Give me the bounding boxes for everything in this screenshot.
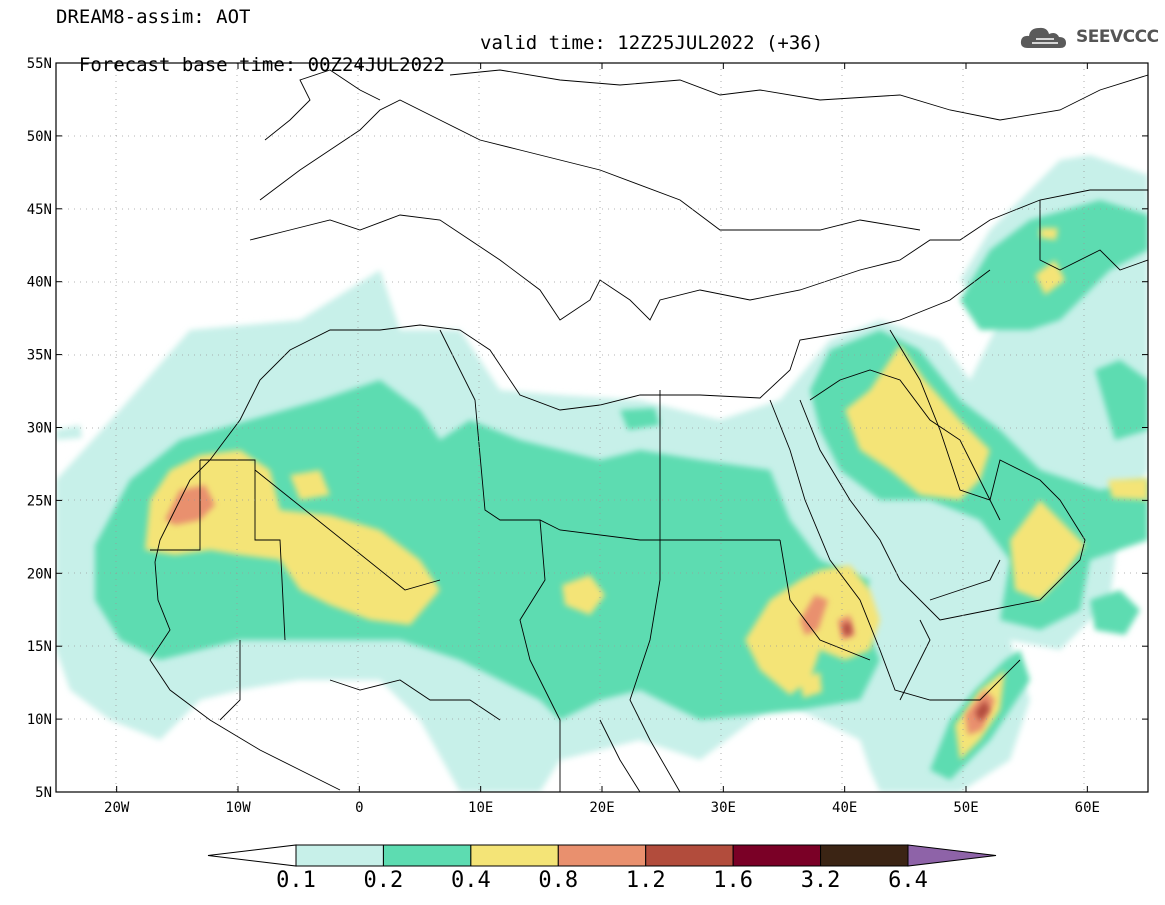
lon-labels: 20W 10W 0 10E 20E 30E 40E 50E 60E [104, 800, 1100, 816]
colorbar-level-label: 1.2 [625, 868, 666, 893]
cloud-icon [1020, 27, 1066, 48]
lon-tick-label: 40E [832, 800, 857, 816]
logo-text: SEEVCCC [1076, 27, 1159, 47]
lon-tick-label: 20W [104, 800, 130, 816]
lat-tick-label: 25N [27, 493, 52, 509]
colorbar-swatch [732, 844, 822, 867]
graticule [56, 63, 1148, 792]
colorbar-swatch [295, 844, 384, 867]
colorbar-level-label: 6.4 [888, 868, 928, 893]
lon-tick-label: 30E [711, 800, 736, 816]
colorbar-level-label: 3.2 [800, 868, 841, 893]
lon-tick-label: 0 [355, 800, 363, 816]
lat-tick-label: 30N [27, 421, 52, 437]
colorbar-level-label: 0.2 [363, 868, 404, 893]
lat-tick-label: 45N [27, 202, 52, 218]
lon-tick-label: 10E [468, 800, 493, 816]
lat-tick-label: 20N [27, 566, 52, 582]
aot-shading [56, 155, 1148, 792]
base-time: Forecast base time: 00Z24JUL2022 [78, 54, 445, 76]
colorbar-swatch [470, 844, 559, 867]
lon-tick-label: 20E [589, 800, 614, 816]
forecast-times: Forecast base time: 00Z24JUL2022 valid t… [56, 32, 823, 98]
lon-tick-label: 60E [1075, 800, 1100, 816]
lon-tick-label: 50E [953, 800, 978, 816]
colorbar [207, 844, 997, 867]
colorbar-level-label: 0.1 [276, 868, 316, 893]
colorbar-level-label: 0.4 [450, 868, 491, 893]
map-title: DREAM8-assim: AOT [56, 6, 251, 28]
lat-tick-label: 5N [35, 785, 52, 801]
colorbar-swatch [382, 844, 472, 867]
lon-tick-label: 10W [225, 800, 251, 816]
lat-tick-label: 10N [27, 712, 52, 728]
colorbar-high-triangle [907, 844, 997, 867]
axis-ticks [56, 62, 1148, 793]
lat-tick-label: 15N [27, 639, 52, 655]
seevccc-logo: SEEVCCC [1018, 22, 1159, 52]
colorbar-swatch [820, 844, 909, 867]
colorbar-swatch [645, 844, 734, 867]
lat-labels: 55N 50N 45N 40N 35N 30N 25N 20N 15N 10N 5N [27, 56, 52, 801]
colorbar-low-triangle [207, 844, 297, 867]
lat-tick-label: 50N [27, 129, 52, 145]
coastlines-borders [149, 69, 1148, 792]
lat-tick-label: 55N [27, 56, 52, 72]
lat-tick-label: 35N [27, 348, 52, 364]
valid-time: valid time: 12Z25JUL2022 (+36) [480, 32, 824, 54]
lat-tick-label: 40N [27, 275, 52, 291]
colorbar-level-label: 0.8 [538, 868, 579, 893]
colorbar-level-label: 1.6 [713, 868, 754, 893]
colorbar-swatch [557, 844, 647, 867]
